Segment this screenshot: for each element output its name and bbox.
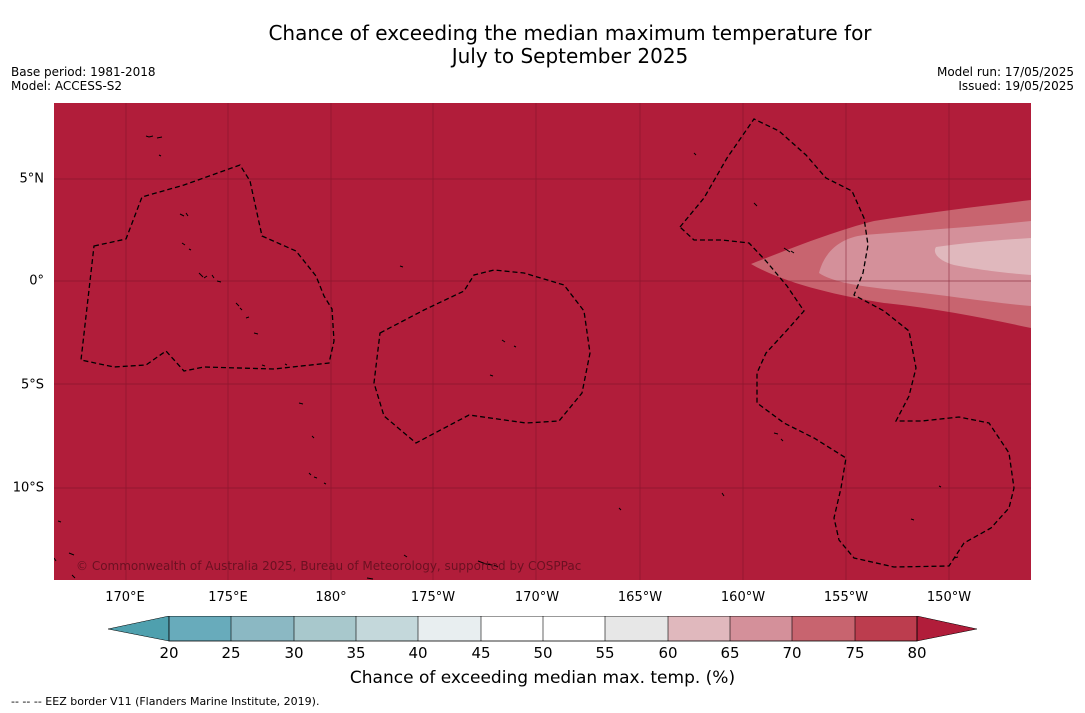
cb-tick-20: 20: [159, 644, 179, 662]
title-line-1: Chance of exceeding the median maximum t…: [268, 21, 872, 45]
lon-tick-160w: 160°W: [720, 590, 766, 605]
cb-tick-45: 45: [471, 644, 491, 662]
band-60-65: [934, 238, 1031, 275]
model-name: Model: ACCESS-S2: [11, 79, 123, 93]
eez-line-islands: [679, 118, 1015, 568]
colorbar-graphic: [107, 615, 978, 642]
cb-frame: [168, 615, 918, 642]
cb-tick-35: 35: [346, 644, 366, 662]
colorbar: [107, 615, 980, 648]
cb-50-55: [543, 616, 605, 641]
issued-date: Issued: 19/05/2025: [958, 79, 1074, 93]
cb-tick-80: 80: [907, 644, 927, 662]
cb-tick-60: 60: [658, 644, 678, 662]
model-run: Model run: 17/05/2025: [936, 65, 1074, 79]
cb-60-65: [668, 616, 730, 641]
cb-tick-75: 75: [845, 644, 865, 662]
cb-55-60: [605, 616, 668, 641]
lat-tick-5n: 5°N: [19, 171, 45, 187]
cb-tick-40: 40: [408, 644, 428, 662]
eez-howland-phoenix: [373, 269, 591, 444]
cb-20-25: [169, 616, 231, 641]
copyright-notice: © Commonwealth of Australia 2025, Bureau…: [76, 559, 582, 573]
cb-above-80: [916, 615, 978, 642]
cb-30-35: [294, 616, 356, 641]
map-area: © Commonwealth of Australia 2025, Bureau…: [54, 103, 1031, 580]
cb-25-30: [231, 616, 294, 641]
cb-tick-30: 30: [284, 644, 304, 662]
meta-right: Model run: 17/05/2025 Issued: 19/05/2025: [937, 65, 1074, 93]
title-line-2: July to September 2025: [451, 44, 689, 68]
cb-dividers: [230, 616, 856, 641]
eez-borders: [80, 118, 1015, 568]
lat-tick-0: 0°: [29, 273, 44, 289]
cb-tick-50: 50: [533, 644, 553, 662]
lon-tick-175w: 175°W: [410, 590, 456, 605]
eez-footnote: -- -- -- EEZ border V11 (Flanders Marine…: [11, 695, 320, 708]
lon-tick-180: 180°: [315, 590, 347, 605]
lon-tick-170w: 170°W: [514, 590, 560, 605]
cb-tick-55: 55: [595, 644, 615, 662]
lat-tick-5s: 5°S: [20, 377, 44, 393]
graticule: [54, 103, 1031, 580]
cb-45-50: [481, 616, 543, 641]
base-period: Base period: 1981-2018: [11, 65, 156, 79]
map-canvas: [54, 103, 1031, 580]
lon-tick-150w: 150°W: [926, 590, 972, 605]
cb-below-20: [107, 615, 170, 642]
lon-tick-175e: 175°E: [208, 590, 248, 605]
cb-65-70: [730, 616, 792, 641]
meta-left: Base period: 1981-2018 Model: ACCESS-S2: [11, 65, 156, 93]
cb-tick-65: 65: [720, 644, 740, 662]
map-title: Chance of exceeding the median maximum t…: [0, 22, 1085, 68]
eez-kiribati-gilbert: [80, 164, 335, 372]
cb-75-80: [855, 616, 917, 641]
colorbar-label: Chance of exceeding median max. temp. (%…: [349, 668, 736, 688]
lon-tick-155w: 155°W: [823, 590, 869, 605]
cb-tick-70: 70: [782, 644, 802, 662]
cb-40-45: [418, 616, 481, 641]
lon-tick-170e: 170°E: [105, 590, 145, 605]
islands: [54, 135, 959, 580]
cb-tick-25: 25: [221, 644, 241, 662]
lon-tick-165w: 165°W: [617, 590, 663, 605]
lat-tick-10s: 10°S: [12, 480, 44, 496]
cb-35-40: [356, 616, 418, 641]
cb-70-75: [792, 616, 855, 641]
